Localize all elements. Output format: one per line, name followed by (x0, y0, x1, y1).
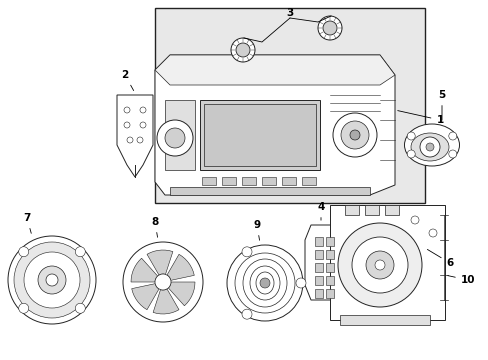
Bar (314, 250, 323, 259)
Circle shape (337, 223, 421, 307)
Circle shape (140, 122, 146, 128)
Circle shape (164, 128, 184, 148)
Polygon shape (153, 289, 179, 314)
Circle shape (123, 242, 203, 322)
Bar (314, 289, 323, 298)
Circle shape (124, 107, 130, 113)
Circle shape (140, 107, 146, 113)
Circle shape (365, 251, 393, 279)
Circle shape (448, 132, 456, 140)
Polygon shape (131, 258, 157, 282)
Text: 4: 4 (317, 202, 324, 220)
Circle shape (428, 229, 436, 237)
Circle shape (323, 21, 336, 35)
Bar (282, 177, 295, 185)
Bar (314, 276, 323, 285)
Circle shape (124, 122, 130, 128)
Bar (242, 177, 256, 185)
Circle shape (24, 252, 80, 308)
Circle shape (127, 137, 133, 143)
Text: 6: 6 (427, 249, 453, 268)
Circle shape (242, 309, 251, 319)
Bar (170, 187, 369, 195)
Bar (325, 250, 333, 259)
Circle shape (230, 38, 254, 62)
Circle shape (374, 260, 384, 270)
Text: 1: 1 (397, 111, 443, 125)
Bar (164, 100, 195, 170)
Polygon shape (168, 282, 195, 306)
Circle shape (340, 121, 368, 149)
Ellipse shape (256, 272, 273, 294)
Bar (200, 100, 319, 170)
Circle shape (410, 216, 418, 224)
Text: 2: 2 (121, 70, 133, 91)
Circle shape (137, 137, 142, 143)
Circle shape (236, 43, 249, 57)
Bar (325, 263, 333, 272)
Bar (325, 289, 333, 298)
Bar (384, 205, 398, 215)
Circle shape (407, 132, 414, 140)
Bar (222, 177, 236, 185)
Circle shape (419, 137, 439, 157)
Circle shape (332, 113, 376, 157)
Text: 9: 9 (253, 220, 260, 240)
Bar (325, 276, 333, 285)
Bar (325, 237, 333, 246)
Bar (203, 104, 315, 166)
Circle shape (317, 16, 341, 40)
Bar (364, 205, 378, 215)
Circle shape (8, 236, 96, 324)
Bar (262, 177, 275, 185)
Bar (329, 205, 444, 320)
Circle shape (157, 120, 193, 156)
Circle shape (260, 278, 269, 288)
Circle shape (155, 274, 171, 290)
Ellipse shape (249, 266, 280, 300)
Polygon shape (167, 254, 194, 280)
Bar (202, 177, 216, 185)
Polygon shape (147, 250, 173, 275)
Circle shape (19, 303, 29, 313)
Circle shape (226, 245, 303, 321)
Ellipse shape (410, 133, 448, 161)
Bar (339, 315, 429, 325)
Text: 10: 10 (447, 275, 474, 285)
Circle shape (351, 237, 407, 293)
Bar (155, 8, 424, 203)
Bar (314, 237, 323, 246)
Bar (302, 177, 315, 185)
Polygon shape (117, 95, 153, 177)
Polygon shape (131, 284, 159, 310)
Circle shape (75, 303, 85, 313)
Ellipse shape (243, 259, 286, 307)
Ellipse shape (404, 124, 459, 166)
Bar (345, 205, 358, 215)
Circle shape (448, 150, 456, 158)
Polygon shape (305, 225, 340, 300)
Text: 3: 3 (286, 8, 293, 18)
Text: 7: 7 (23, 213, 31, 233)
Circle shape (349, 130, 359, 140)
Circle shape (46, 274, 58, 286)
Ellipse shape (235, 253, 294, 313)
Bar (314, 263, 323, 272)
Circle shape (19, 247, 29, 257)
Circle shape (242, 247, 251, 257)
Circle shape (75, 247, 85, 257)
Text: 5: 5 (437, 90, 445, 120)
Circle shape (407, 150, 414, 158)
Polygon shape (155, 55, 394, 85)
Polygon shape (155, 55, 394, 195)
Circle shape (295, 278, 305, 288)
Text: 8: 8 (151, 217, 158, 237)
Circle shape (14, 242, 90, 318)
Circle shape (392, 229, 400, 237)
Circle shape (425, 143, 433, 151)
Circle shape (38, 266, 66, 294)
